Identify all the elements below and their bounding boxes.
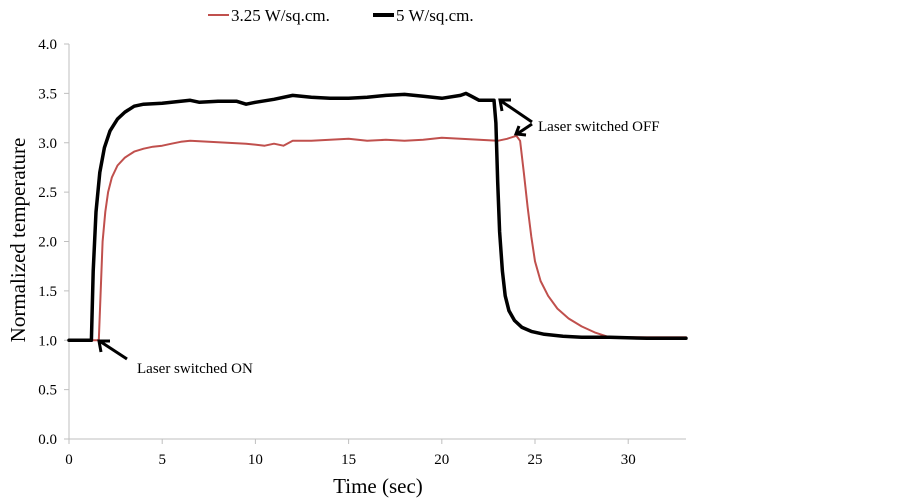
annotation-arrow-off-black: [500, 99, 533, 124]
annotations: Laser switched ON Laser switched OFF: [97, 98, 660, 377]
x-tick-label: 15: [341, 452, 356, 468]
annotation-arrow-off-red: [516, 122, 533, 136]
x-tick-label: 10: [248, 452, 263, 468]
legend-label-5: 5 W/sq.cm.: [396, 6, 474, 25]
annotation-arrow-on: [100, 340, 128, 361]
y-tick-label: 1.0: [38, 333, 57, 349]
y-tick-label: 1.5: [38, 284, 57, 300]
series-layer: [67, 91, 688, 343]
annotation-arrowhead-off-black: [498, 98, 511, 112]
x-tick-label: 30: [621, 452, 636, 468]
x-ticks: 0 5 10 15 20 25 30: [65, 439, 636, 468]
annotation-laser-off: Laser switched OFF: [538, 119, 660, 135]
legend-label-3-25: 3.25 W/sq.cm.: [231, 6, 330, 25]
x-axis-title: Time (sec): [333, 474, 423, 498]
y-tick-label: 4.0: [38, 37, 57, 53]
x-tick-label: 25: [528, 452, 543, 468]
x-tick-label: 20: [434, 452, 449, 468]
x-tick-label: 5: [158, 452, 166, 468]
annotation-arrowhead-off-red: [513, 125, 527, 137]
y-axis-title: Normalized temperature: [6, 138, 30, 343]
y-tick-label: 3.0: [38, 136, 57, 152]
series-line-5: [67, 91, 688, 343]
x-tick-label: 0: [65, 452, 73, 468]
series-line-3-25: [68, 134, 687, 342]
axes: 0.0 0.5 1.0 1.5 2.0 2.5 3.0 3.5 4.0 0 5 10 15 20 25 30: [38, 37, 686, 468]
legend: 3.25 W/sq.cm. 5 W/sq.cm.: [208, 6, 474, 25]
annotation-arrowhead-on: [97, 339, 110, 353]
y-tick-label: 2.0: [38, 235, 57, 251]
y-ticks: 0.0 0.5 1.0 1.5 2.0 2.5 3.0 3.5 4.0: [38, 37, 69, 448]
y-tick-label: 0.5: [38, 383, 57, 399]
annotation-laser-on: Laser switched ON: [137, 361, 253, 377]
y-tick-label: 0.0: [38, 432, 57, 448]
y-tick-label: 2.5: [38, 185, 57, 201]
y-tick-label: 3.5: [38, 86, 57, 102]
